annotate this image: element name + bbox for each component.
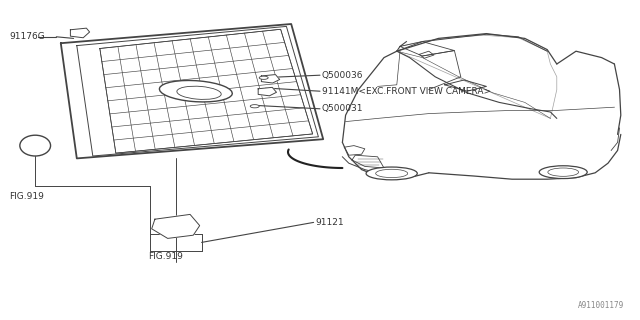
Ellipse shape: [159, 80, 232, 102]
Ellipse shape: [540, 166, 588, 179]
Polygon shape: [70, 28, 90, 38]
Text: FIG.919: FIG.919: [9, 192, 44, 201]
Text: 91121: 91121: [316, 218, 344, 227]
Ellipse shape: [259, 76, 268, 79]
Text: 91176G: 91176G: [9, 32, 45, 41]
Ellipse shape: [366, 167, 417, 180]
Text: A911001179: A911001179: [578, 301, 624, 310]
Text: Q500031: Q500031: [322, 104, 364, 113]
Polygon shape: [261, 75, 280, 83]
Polygon shape: [152, 214, 200, 238]
Text: Q500036: Q500036: [322, 71, 364, 80]
Ellipse shape: [250, 105, 259, 108]
Ellipse shape: [20, 135, 51, 156]
Text: FIG.919: FIG.919: [148, 252, 183, 261]
Polygon shape: [258, 87, 276, 96]
Text: 91141M<EXC.FRONT VIEW CAMERA>: 91141M<EXC.FRONT VIEW CAMERA>: [322, 87, 491, 96]
